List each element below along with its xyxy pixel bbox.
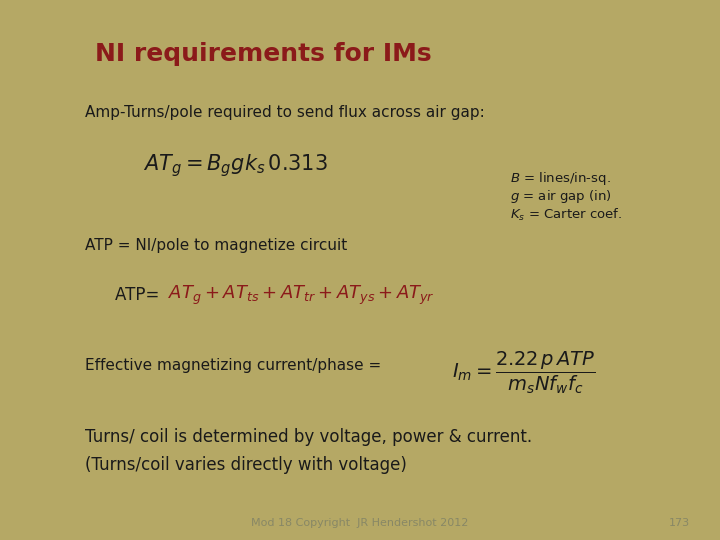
Text: $g$ = air gap (in): $g$ = air gap (in)	[510, 188, 612, 205]
Text: $AT_g + AT_{ts} + AT_{tr} + AT_{ys} + AT_{yr}$: $AT_g + AT_{ts} + AT_{tr} + AT_{ys} + AT…	[168, 284, 435, 307]
Text: ATP=: ATP=	[115, 286, 165, 304]
Text: Amp-Turns/pole required to send flux across air gap:: Amp-Turns/pole required to send flux acr…	[85, 105, 485, 120]
Text: $K_s$ = Carter coef.: $K_s$ = Carter coef.	[510, 207, 622, 223]
Text: ATP = NI/pole to magnetize circuit: ATP = NI/pole to magnetize circuit	[85, 238, 347, 253]
Text: $AT_g = B_g g k_s\, 0.313$: $AT_g = B_g g k_s\, 0.313$	[143, 152, 328, 179]
Text: (Turns/coil varies directly with voltage): (Turns/coil varies directly with voltage…	[85, 456, 407, 474]
Text: NI requirements for IMs: NI requirements for IMs	[95, 42, 431, 66]
Text: Effective magnetizing current/phase =: Effective magnetizing current/phase =	[85, 358, 386, 373]
Text: Mod 18 Copyright  JR Hendershot 2012: Mod 18 Copyright JR Hendershot 2012	[251, 518, 469, 528]
Text: Turns/ coil is determined by voltage, power & current.: Turns/ coil is determined by voltage, po…	[85, 428, 532, 446]
Text: $B$ = lines/in-sq.: $B$ = lines/in-sq.	[510, 170, 611, 187]
Text: 173: 173	[669, 518, 690, 528]
Text: $I_m = \dfrac{2.22\,p\,ATP}{m_s N f_w f_c}$: $I_m = \dfrac{2.22\,p\,ATP}{m_s N f_w f_…	[452, 350, 595, 396]
